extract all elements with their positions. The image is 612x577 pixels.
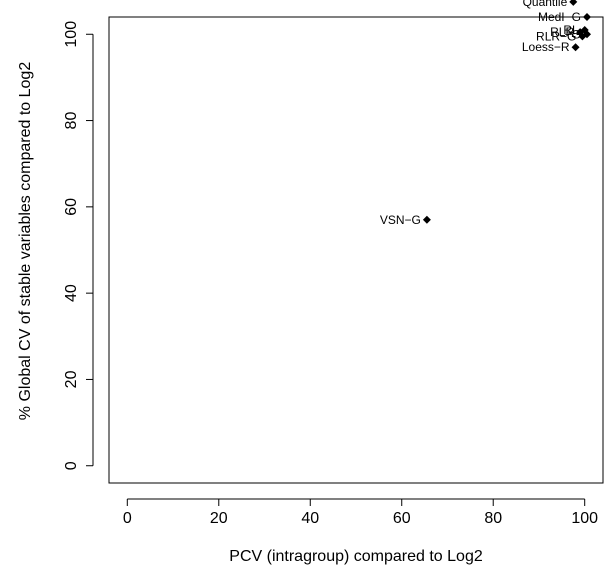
y-tick-label: 80 [63, 112, 80, 130]
data-point-label: Quantile [523, 0, 568, 9]
y-tick-label: 100 [63, 21, 80, 48]
x-tick-label: 60 [393, 510, 411, 527]
data-point-label: RLR−G [536, 29, 576, 43]
data-point [569, 0, 578, 6]
x-tick-label: 20 [210, 510, 228, 527]
y-tick-label: 20 [63, 370, 80, 388]
y-axis: 0 20 40 60 80 100 [63, 21, 94, 470]
x-tick-label: 100 [571, 510, 598, 527]
x-tick-label: 0 [123, 510, 132, 527]
data-point-label: −G [565, 27, 581, 41]
x-tick-label: 40 [301, 510, 319, 527]
y-axis-title: % Global CV of stable variables compared… [17, 62, 34, 421]
x-axis: 0 20 40 60 80 100 [123, 498, 598, 527]
data-point-label: RL [563, 23, 579, 37]
data-point [582, 30, 591, 39]
y-tick-label: 0 [63, 461, 80, 470]
data-point-label: MedI−G [538, 10, 581, 24]
x-axis-title: PCV (intragroup) compared to Log2 [229, 548, 483, 565]
data-point-label: RLR [550, 25, 574, 39]
data-point [571, 43, 580, 52]
data-point [582, 13, 591, 21]
data-point-label: Loess−R [522, 40, 570, 54]
plot-frame [108, 16, 604, 484]
x-tick-label: 80 [484, 510, 502, 527]
data-point-label: VSN−G [380, 213, 421, 227]
data-point [422, 215, 431, 224]
y-tick-label: 60 [63, 198, 80, 216]
y-tick-label: 40 [63, 284, 80, 302]
